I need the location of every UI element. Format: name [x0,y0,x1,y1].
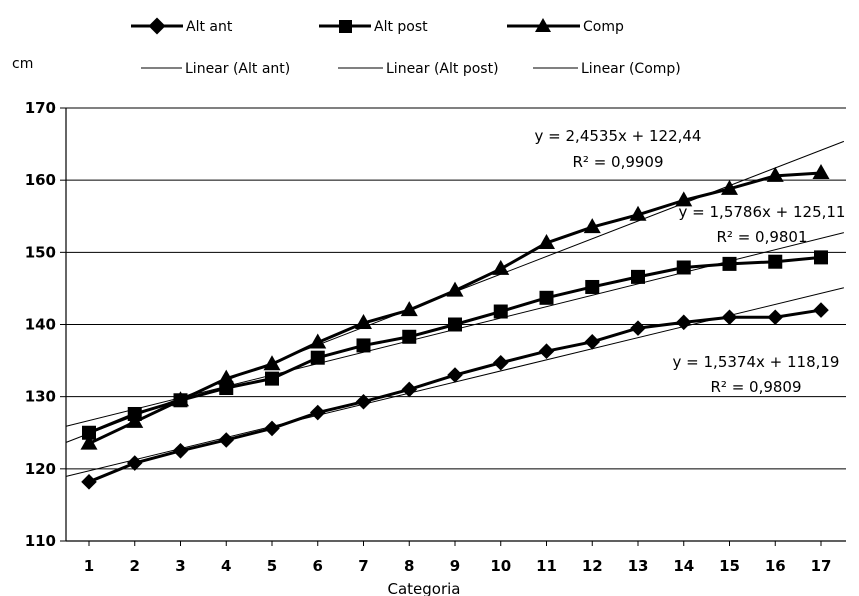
data-point-comp [675,191,693,207]
legend-item-linear-alt-post: Linear (Alt post) [338,61,499,77]
legend-item-linear-alt-ant: Linear (Alt ant) [141,61,290,77]
x-tick-label: 5 [267,557,277,575]
axes [60,107,846,546]
x-tick-label: 15 [719,557,740,575]
data-point-alt-post [493,304,508,319]
data-point-comp [766,166,784,182]
x-tick-label: 1 [84,557,94,575]
equation-alt-post: y = 1,5786x + 125,11 [679,203,846,221]
legend-item-alt-post: Alt post [319,19,428,35]
y-tick-label: 170 [25,99,56,117]
square-marker-icon [339,20,352,33]
y-tick-label: 110 [25,532,56,550]
legend-item-alt-ant: Alt ant [131,17,233,35]
x-tick-label: 7 [358,557,368,575]
data-point-alt-ant [218,432,235,448]
data-point-comp [629,205,647,221]
data-point-comp [309,333,327,349]
data-point-alt-ant [538,343,555,359]
data-point-comp [217,369,235,385]
data-point-alt-ant [630,320,646,336]
data-point-comp [263,355,281,371]
series-markers [80,163,830,490]
legend-item-comp: Comp [507,18,624,35]
data-point-comp [400,301,418,317]
data-point-alt-ant [492,354,509,371]
y-tick-label: 140 [25,316,56,334]
data-point-alt-post [448,317,462,332]
data-point-alt-ant [264,420,280,437]
data-point-comp [446,281,464,297]
legend-label-alt-post: Alt post [374,19,428,35]
data-point-comp [172,391,189,407]
data-point-alt-post [722,256,737,271]
data-point-alt-post [814,250,828,265]
x-axis-title: Categoria [387,580,460,596]
data-point-comp [80,434,98,450]
data-point-comp [355,314,372,330]
legend-label-comp: Comp [583,19,624,35]
x-tick-label: 14 [673,557,694,575]
legend-label-linear-alt-post: Linear (Alt post) [386,61,499,77]
data-point-comp [583,218,601,234]
x-tick-label: 12 [582,557,603,575]
data-point-alt-post [356,338,371,353]
x-tick-label: 11 [536,557,557,575]
data-point-comp [126,412,144,428]
legend: Alt ant Alt post Comp Linear (Alt ant) L… [131,17,681,77]
x-tick-label: 4 [221,557,231,575]
x-tick-label: 8 [404,557,414,575]
data-point-alt-ant [81,474,97,490]
x-tick-label: 6 [313,557,323,575]
data-point-comp [538,233,555,249]
data-point-alt-post [768,254,783,269]
trendline-equation-alt-post: y = 1,5786x + 125,11 R² = 0,9801 [679,203,846,246]
legend-label-linear-comp: Linear (Comp) [581,61,681,77]
trendline-equation-alt-ant: y = 1,5374x + 118,19 R² = 0,9809 [673,353,840,396]
trendline-equation-comp: y = 2,4535x + 122,44 R² = 0,9909 [535,127,702,171]
data-point-alt-ant [813,302,829,318]
y-tick-label: 160 [25,171,56,189]
y-axis-unit: cm [12,56,33,72]
y-tick-label: 130 [25,388,56,406]
x-tick-label: 3 [175,557,185,575]
data-point-alt-post [585,279,600,294]
diamond-marker-icon [148,17,166,35]
data-point-comp [812,163,830,179]
r2-alt-ant: R² = 0,9809 [710,378,801,396]
x-tick-label: 10 [490,557,511,575]
data-point-alt-ant [309,404,326,421]
x-tick-label: 16 [765,557,786,575]
legend-label-linear-alt-ant: Linear (Alt ant) [185,61,290,77]
data-point-alt-ant [721,309,738,326]
r2-alt-post: R² = 0,9801 [716,228,807,246]
data-point-comp [721,179,738,195]
data-point-alt-post [631,269,645,284]
data-point-alt-post [539,290,554,305]
triangle-marker-icon [535,18,551,32]
data-point-alt-ant [172,443,189,459]
legend-item-linear-comp: Linear (Comp) [533,61,681,77]
y-tick-label: 150 [25,243,56,261]
data-point-alt-ant [126,455,143,471]
data-point-alt-post [265,371,279,386]
x-tick-label: 17 [811,557,832,575]
y-tick-label: 120 [25,460,56,478]
r2-comp: R² = 0,9909 [572,153,663,171]
equation-alt-ant: y = 1,5374x + 118,19 [673,353,840,371]
data-point-alt-ant [767,309,784,326]
legend-label-alt-ant: Alt ant [186,19,233,35]
equation-comp: y = 2,4535x + 122,44 [535,127,702,145]
x-tick-label: 13 [628,557,649,575]
data-point-alt-post [676,260,691,275]
data-point-alt-post [402,329,417,344]
data-point-alt-post [310,350,325,365]
data-point-comp [492,259,510,275]
data-point-alt-post [82,425,96,440]
x-tick-label: 2 [130,557,140,575]
x-tick-label: 9 [450,557,460,575]
